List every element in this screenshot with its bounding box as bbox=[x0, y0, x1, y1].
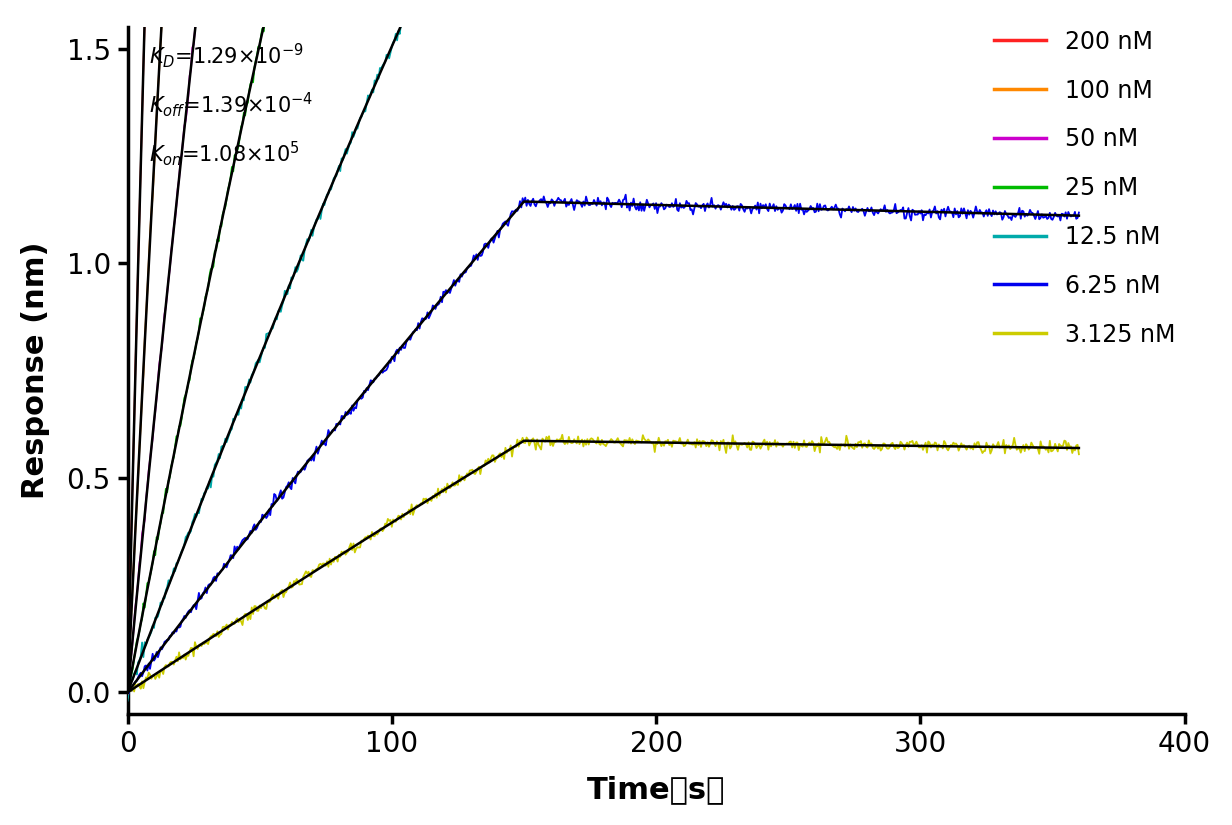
Text: $K_D$=1.29×10$^{-9}$
$K_{off}$=1.39×10$^{-4}$
$K_{on}$=1.08×10$^{5}$: $K_D$=1.29×10$^{-9}$ $K_{off}$=1.39×10$^… bbox=[149, 41, 313, 167]
Legend: 200 nM, 100 nM, 50 nM, 25 nM, 12.5 nM, 6.25 nM, 3.125 nM: 200 nM, 100 nM, 50 nM, 25 nM, 12.5 nM, 6… bbox=[984, 21, 1185, 356]
X-axis label: Time（s）: Time（s） bbox=[586, 776, 726, 804]
Y-axis label: Response (nm): Response (nm) bbox=[21, 242, 49, 499]
